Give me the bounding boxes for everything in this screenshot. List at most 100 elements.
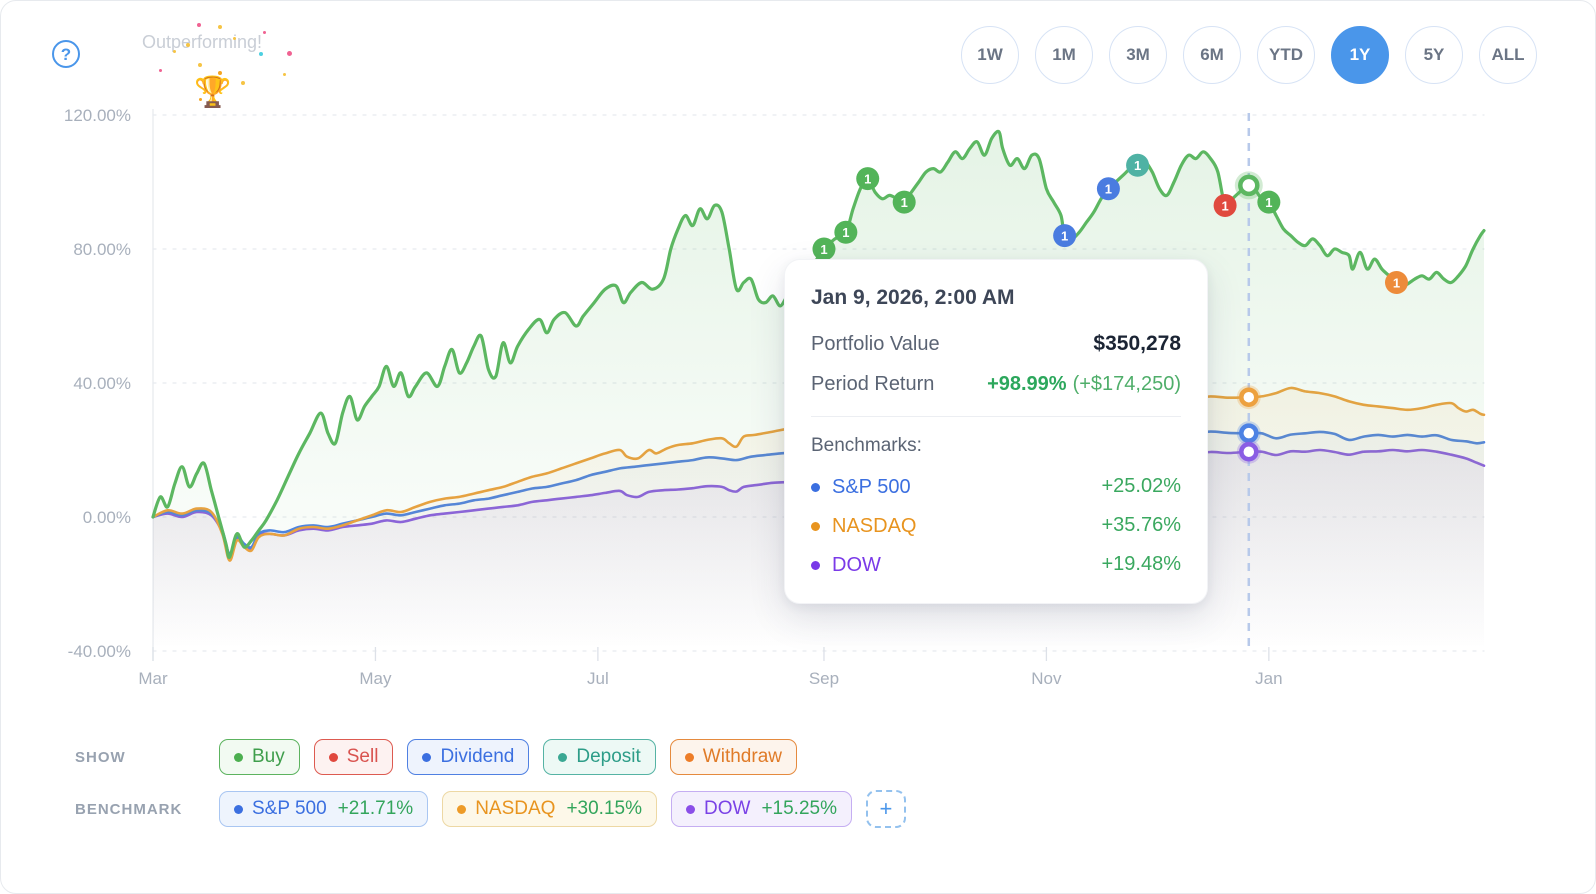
svg-text:1: 1 bbox=[842, 225, 849, 240]
range-button-3m[interactable]: 3M bbox=[1109, 26, 1167, 84]
x-axis-label: May bbox=[359, 669, 392, 688]
tooltip-portfolio-value: $350,278 bbox=[1093, 332, 1181, 355]
svg-text:1: 1 bbox=[820, 242, 827, 257]
series-line-portfolio bbox=[151, 129, 1486, 559]
sell-dot-icon bbox=[328, 752, 338, 762]
event-marker-sell[interactable]: 1 bbox=[1213, 193, 1237, 217]
tooltip-period-return: +98.99% (+$174,250) bbox=[987, 373, 1181, 396]
event-marker-buy[interactable]: 1 bbox=[834, 220, 858, 244]
y-axis-label: 40.00% bbox=[73, 374, 131, 393]
event-marker-buy[interactable]: 1 bbox=[1257, 190, 1281, 214]
chip-label: Withdraw bbox=[702, 746, 782, 767]
tooltip-period-return-pct: +98.99% bbox=[987, 373, 1067, 395]
show-chip-3[interactable]: Deposit bbox=[543, 739, 656, 775]
chart-tooltip: Jan 9, 2026, 2:00 AM Portfolio Value $35… bbox=[784, 259, 1208, 604]
svg-text:1: 1 bbox=[864, 171, 871, 186]
benchmark-chip-1[interactable]: NASDAQ +30.15% bbox=[442, 791, 657, 827]
chip-label: DOW bbox=[704, 798, 751, 819]
show-chip-4[interactable]: Withdraw bbox=[669, 739, 797, 775]
benchmark-row: BENCHMARK S&P 500 +21.71% NASDAQ +30.15% D… bbox=[75, 790, 906, 828]
tooltip-bench-value: +35.76% bbox=[1101, 514, 1181, 536]
x-axis-label: Jan bbox=[1255, 669, 1282, 688]
tooltip-date: Jan 9, 2026, 2:00 AM bbox=[811, 286, 1015, 309]
x-axis-label: Sep bbox=[809, 669, 839, 688]
event-marker-buy[interactable]: 1 bbox=[856, 167, 880, 191]
svg-text:1: 1 bbox=[1393, 275, 1400, 290]
dow-dot-icon bbox=[811, 561, 820, 570]
benchmark-chip-0[interactable]: S&P 500 +21.71% bbox=[219, 791, 429, 827]
nasdaq-dot-icon bbox=[811, 522, 820, 531]
tooltip-bench-value: +25.02% bbox=[1101, 475, 1181, 497]
chart-legend: SHOW Buy Sell Dividend Deposit Withdraw … bbox=[75, 739, 906, 843]
event-marker-buy[interactable]: 1 bbox=[892, 190, 916, 214]
show-chip-1[interactable]: Sell bbox=[313, 739, 394, 775]
chip-label: Sell bbox=[346, 746, 379, 767]
y-axis-label: 80.00% bbox=[73, 240, 131, 259]
svg-text:1: 1 bbox=[1061, 228, 1068, 243]
chip-label: S&P 500 bbox=[252, 798, 327, 819]
range-button-1m[interactable]: 1M bbox=[1035, 26, 1093, 84]
svg-text:1: 1 bbox=[901, 195, 908, 210]
tooltip-bench-name: S&P 500 bbox=[832, 476, 911, 498]
svg-text:1: 1 bbox=[1105, 182, 1112, 197]
chip-label: Dividend bbox=[440, 746, 515, 767]
tooltip-benchmarks-label: Benchmarks: bbox=[811, 435, 922, 456]
tooltip-bench-name: DOW bbox=[832, 554, 881, 576]
sp500-dot-icon bbox=[234, 804, 243, 814]
help-icon[interactable]: ? bbox=[52, 40, 80, 68]
chip-value: +30.15% bbox=[566, 798, 642, 819]
dow-dot-icon bbox=[686, 804, 695, 814]
benchmark-chip-2[interactable]: DOW +15.25% bbox=[671, 791, 852, 827]
show-chip-0[interactable]: Buy bbox=[219, 739, 300, 775]
nasdaq-dot-icon bbox=[457, 804, 467, 814]
range-button-ytd[interactable]: YTD bbox=[1257, 26, 1315, 84]
tooltip-bench-value: +19.48% bbox=[1101, 553, 1181, 575]
event-marker-dividend[interactable]: 1 bbox=[1053, 224, 1077, 248]
range-button-6m[interactable]: 6M bbox=[1183, 26, 1241, 84]
deposit-dot-icon bbox=[558, 752, 568, 762]
chip-label: NASDAQ bbox=[475, 798, 556, 819]
hover-point-nasdaq bbox=[1236, 385, 1261, 410]
tooltip-bench-name: NASDAQ bbox=[832, 515, 917, 537]
benchmark-label: BENCHMARK bbox=[75, 800, 183, 818]
range-button-1w[interactable]: 1W bbox=[961, 26, 1019, 84]
tooltip-period-return-abs: (+$174,250) bbox=[1072, 373, 1181, 395]
range-button-5y[interactable]: 5Y bbox=[1405, 26, 1463, 84]
range-button-1y[interactable]: 1Y bbox=[1331, 26, 1389, 84]
y-axis-label: 120.00% bbox=[64, 106, 131, 125]
tooltip-bench-row-1: NASDAQ +35.76% bbox=[811, 514, 1181, 538]
show-chip-2[interactable]: Dividend bbox=[407, 739, 530, 775]
tooltip-bench-row-0: S&P 500 +25.02% bbox=[811, 475, 1181, 499]
add-benchmark-button[interactable]: + bbox=[865, 790, 906, 828]
range-button-all[interactable]: ALL bbox=[1479, 26, 1537, 84]
buy-dot-icon bbox=[234, 752, 243, 762]
hover-point-dow bbox=[1236, 439, 1261, 464]
svg-text:1: 1 bbox=[1265, 195, 1272, 210]
show-row: SHOW Buy Sell Dividend Deposit Withdraw bbox=[75, 739, 906, 775]
event-marker-deposit[interactable]: 1 bbox=[1126, 153, 1150, 177]
hover-point-portfolio bbox=[1234, 171, 1263, 200]
tooltip-portfolio-value-label: Portfolio Value bbox=[811, 333, 940, 355]
hover-point-sp500 bbox=[1236, 421, 1261, 446]
x-axis-label: Nov bbox=[1031, 669, 1062, 688]
sp500-dot-icon bbox=[811, 483, 820, 492]
svg-text:1: 1 bbox=[1134, 158, 1141, 173]
dividend-dot-icon bbox=[422, 752, 432, 762]
chip-label: Buy bbox=[252, 746, 285, 767]
tooltip-period-return-label: Period Return bbox=[811, 373, 935, 395]
event-marker-dividend[interactable]: 1 bbox=[1096, 177, 1120, 201]
withdraw-dot-icon bbox=[684, 752, 694, 762]
y-axis-label: -40.00% bbox=[68, 642, 131, 661]
tooltip-divider bbox=[811, 416, 1181, 417]
y-axis-label: 0.00% bbox=[83, 508, 131, 527]
event-marker-buy[interactable]: 1 bbox=[812, 237, 836, 261]
chip-value: +15.25% bbox=[761, 798, 837, 819]
chip-label: Deposit bbox=[576, 746, 641, 767]
time-range-selector: 1W 1M 3M 6M YTD 1Y 5Y ALL bbox=[961, 26, 1537, 84]
x-axis-label: Jul bbox=[587, 669, 609, 688]
svg-text:1: 1 bbox=[1221, 198, 1228, 213]
event-marker-withdraw[interactable]: 1 bbox=[1384, 271, 1408, 294]
x-axis-label: Mar bbox=[138, 669, 168, 688]
show-label: SHOW bbox=[75, 748, 126, 766]
